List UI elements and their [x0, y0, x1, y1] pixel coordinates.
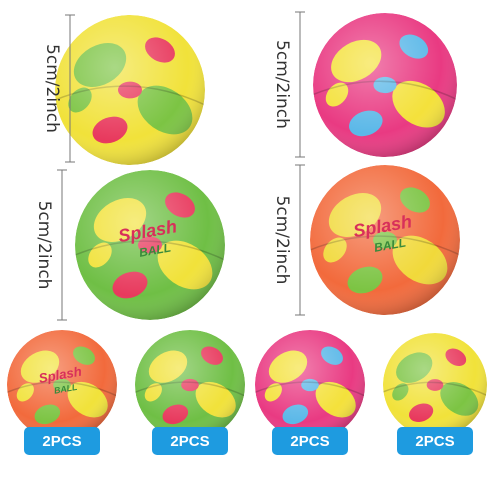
ball-shade: [310, 165, 460, 315]
ball-shade: [383, 333, 487, 437]
quantity-badge: [152, 427, 228, 455]
quantity-label: 2PCS: [42, 433, 81, 450]
ball-surface: [310, 165, 460, 315]
quantity-badge: [397, 427, 473, 455]
quantity-label: 2PCS: [415, 433, 454, 450]
ball-shade: [75, 170, 225, 320]
ball-shade: [55, 15, 205, 165]
ball-print-sub: BALL: [138, 241, 172, 260]
ball-surface: [55, 15, 205, 165]
size-label: 5cm/2inch: [42, 44, 62, 133]
ball-shade: [255, 330, 365, 440]
quantity-label: 2PCS: [170, 433, 209, 450]
ball: [313, 13, 457, 157]
quantity-badge: [272, 427, 348, 455]
ball-surface: [75, 170, 225, 320]
quantity-badge: [24, 427, 100, 455]
ball-print-sub: BALL: [53, 382, 78, 396]
ball-print-sub: BALL: [373, 236, 407, 255]
size-label: 5cm/2inch: [34, 201, 54, 290]
size-label: 5cm/2inch: [272, 40, 292, 129]
ball: [135, 330, 245, 440]
ball-shade: [7, 330, 117, 440]
ball-shade: [313, 13, 457, 157]
size-label: 5cm/2inch: [272, 196, 292, 285]
ball: [255, 330, 365, 440]
ball-surface: [313, 13, 457, 157]
ball-surface: [255, 330, 365, 440]
ball: [55, 15, 205, 165]
ball: [383, 333, 487, 437]
ball-surface: [383, 333, 487, 437]
ball-print-word: Splash: [38, 364, 83, 386]
ball-surface: [135, 330, 245, 440]
ball-surface: [7, 330, 117, 440]
quantity-label: 2PCS: [290, 433, 329, 450]
ball-shade: [135, 330, 245, 440]
